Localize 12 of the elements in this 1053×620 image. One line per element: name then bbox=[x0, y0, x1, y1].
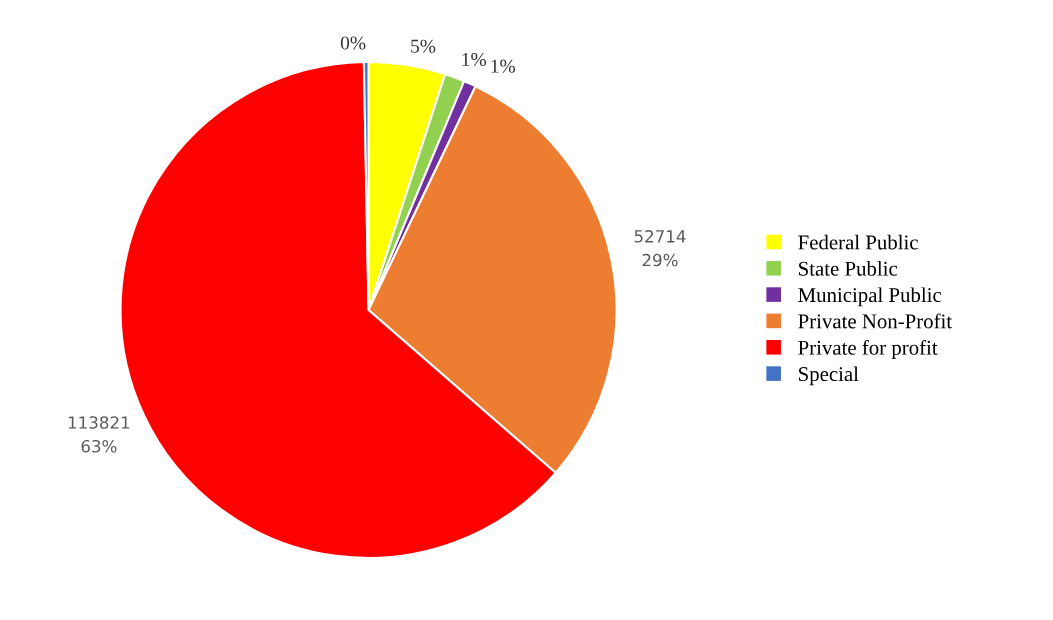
legend-label: Private for profit bbox=[798, 339, 938, 360]
legend-label: State Public bbox=[799, 261, 898, 276]
data-label: 0% bbox=[340, 36, 366, 50]
data-label: 1% bbox=[491, 59, 516, 73]
data-label: 52714 29% bbox=[634, 230, 686, 267]
legend-label: Federal Public bbox=[798, 234, 918, 250]
data-label: 5% bbox=[411, 39, 436, 53]
data-label: 113821 63% bbox=[68, 416, 130, 453]
legend-label: Private Non-Profit bbox=[798, 313, 952, 329]
data-label: 1% bbox=[462, 52, 487, 67]
legend-label: Special bbox=[799, 366, 859, 386]
legend-label: Municipal Public bbox=[798, 287, 942, 307]
